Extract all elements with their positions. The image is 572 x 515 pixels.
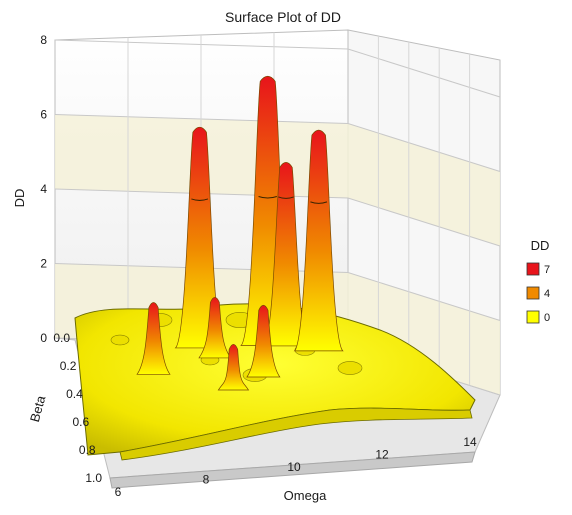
legend: DD 7 4 0 bbox=[526, 238, 550, 324]
legend-entry: 0 bbox=[526, 310, 550, 324]
y-tick-label: 0.6 bbox=[73, 415, 90, 429]
chart-title: Surface Plot of DD bbox=[225, 9, 341, 25]
legend-entry: 4 bbox=[526, 286, 550, 300]
x-tick-label: 14 bbox=[463, 435, 477, 449]
surface-peak bbox=[136, 302, 171, 375]
z-tick-label: 0 bbox=[40, 331, 47, 345]
surface bbox=[74, 75, 476, 461]
legend-swatch bbox=[526, 286, 540, 300]
x-tick-label: 10 bbox=[287, 460, 301, 474]
legend-entries: 7 4 0 bbox=[526, 262, 550, 324]
x-tick-label: 12 bbox=[375, 448, 389, 462]
surface-peak bbox=[217, 343, 250, 391]
legend-label: 7 bbox=[544, 264, 550, 276]
z-axis-label: DD bbox=[12, 189, 27, 208]
surface-peak bbox=[174, 126, 225, 349]
surface-peak bbox=[246, 304, 281, 378]
legend-swatch bbox=[526, 310, 540, 324]
side-wall-band bbox=[348, 123, 500, 246]
x-axis-label: Omega bbox=[284, 488, 327, 503]
x-tick-labels: 6 8 10 12 14 bbox=[115, 435, 477, 499]
legend-swatch bbox=[526, 262, 540, 276]
side-wall-band bbox=[348, 272, 500, 395]
y-tick-labels: 0.0 0.2 0.4 0.6 0.8 1.0 bbox=[53, 331, 102, 485]
y-tick-label: 0.4 bbox=[66, 387, 83, 401]
z-tick-label: 2 bbox=[40, 257, 47, 271]
z-tick-labels: 0 2 4 6 8 bbox=[40, 33, 47, 345]
z-grid-line bbox=[54, 114, 501, 172]
legend-title: DD bbox=[531, 238, 550, 253]
x-tick-label: 6 bbox=[115, 485, 122, 499]
z-tick-label: 6 bbox=[40, 108, 47, 122]
y-tick-label: 0.2 bbox=[60, 359, 77, 373]
y-tick-label: 1.0 bbox=[85, 471, 102, 485]
legend-label: 4 bbox=[544, 288, 550, 300]
surface-bump bbox=[110, 334, 130, 346]
z-grid-line bbox=[54, 39, 501, 98]
surface-bump bbox=[337, 361, 363, 375]
legend-entry: 7 bbox=[526, 262, 550, 276]
surface-front-edge bbox=[119, 407, 473, 461]
z-tick-label: 4 bbox=[40, 182, 47, 196]
z-grid-line bbox=[54, 188, 501, 247]
y-axis-label: Beta bbox=[27, 393, 49, 423]
surface-peak bbox=[293, 129, 344, 352]
surface-peak bbox=[198, 296, 232, 359]
z-grid-line bbox=[54, 263, 501, 321]
floor-edge bbox=[109, 451, 476, 489]
y-tick-label: 0.0 bbox=[53, 331, 70, 345]
y-tick-label: 0.8 bbox=[79, 443, 96, 457]
surface-peak bbox=[262, 162, 310, 347]
x-tick-label: 8 bbox=[203, 473, 210, 487]
z-tick-label: 8 bbox=[40, 33, 47, 47]
legend-label: 0 bbox=[544, 312, 550, 324]
